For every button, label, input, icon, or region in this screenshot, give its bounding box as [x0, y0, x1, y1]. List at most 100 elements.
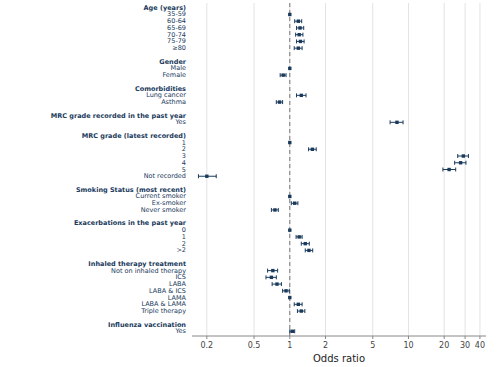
point	[297, 33, 300, 36]
grid-line	[289, 3, 290, 336]
error-cap	[271, 208, 272, 212]
error-cap	[301, 242, 302, 246]
point	[298, 26, 301, 29]
error-cap	[198, 174, 199, 178]
x-tick-label: 10	[403, 341, 413, 350]
point	[284, 289, 287, 292]
grid-line	[325, 3, 326, 336]
error-cap	[277, 269, 278, 273]
x-tick-label: 5	[370, 341, 375, 350]
row-label: Never smoker	[141, 206, 187, 214]
point	[288, 13, 291, 16]
point	[288, 228, 291, 231]
point	[273, 208, 276, 211]
error-cap	[291, 201, 292, 205]
error-cap	[305, 248, 306, 252]
error-cap	[390, 120, 391, 124]
error-cap	[296, 26, 297, 30]
error-cap	[276, 100, 277, 104]
grid-line	[479, 3, 480, 336]
error-cap	[276, 275, 277, 279]
point	[297, 46, 300, 49]
point	[288, 296, 291, 299]
error-cap	[294, 329, 295, 333]
point	[275, 282, 278, 285]
error-cap	[265, 275, 266, 279]
grid-line	[372, 3, 373, 336]
reference-line	[289, 3, 290, 336]
error-cap	[304, 39, 305, 43]
x-tick	[444, 336, 445, 339]
row-label: Triple therapy	[140, 307, 186, 315]
x-tick-label: 0.5	[248, 341, 261, 350]
point	[291, 330, 294, 333]
error-cap	[216, 174, 217, 178]
point	[297, 235, 300, 238]
error-cap	[294, 302, 295, 306]
forest-chart: 0.20.512510203040Odds ratioAge (years)35…	[0, 0, 500, 367]
point	[288, 67, 291, 70]
x-tick-label: 30	[460, 341, 470, 350]
grid-line	[254, 3, 255, 336]
grid-line	[206, 3, 207, 336]
grid-line	[408, 3, 409, 336]
error-cap	[442, 168, 443, 172]
x-tick-label: 0.2	[200, 341, 213, 350]
error-cap	[455, 168, 456, 172]
x-axis-label: Odds ratio	[313, 353, 365, 364]
point	[281, 73, 284, 76]
x-tick-label: 2	[323, 341, 328, 350]
error-cap	[289, 329, 290, 333]
error-cap	[281, 282, 282, 286]
point	[299, 40, 302, 43]
point	[395, 121, 398, 124]
error-cap	[278, 208, 279, 212]
point	[307, 249, 310, 252]
x-tick	[206, 336, 207, 339]
x-tick-label: 20	[439, 341, 449, 350]
error-cap	[304, 309, 305, 313]
row-label: Yes	[175, 327, 187, 335]
error-cap	[296, 93, 297, 97]
x-tick	[465, 336, 466, 339]
error-cap	[297, 201, 298, 205]
point	[278, 100, 281, 103]
point	[288, 141, 291, 144]
error-cap	[302, 235, 303, 239]
point	[205, 175, 208, 178]
point	[447, 168, 450, 171]
error-cap	[468, 154, 469, 158]
x-tick	[325, 336, 326, 339]
error-cap	[302, 46, 303, 50]
marks	[198, 13, 468, 334]
point	[288, 195, 291, 198]
row-label: ≥80	[172, 44, 186, 52]
point	[311, 148, 314, 151]
point	[300, 94, 303, 97]
grid-line	[465, 3, 466, 336]
error-cap	[465, 161, 466, 165]
point	[304, 242, 307, 245]
point	[271, 269, 274, 272]
error-cap	[309, 242, 310, 246]
error-cap	[403, 120, 404, 124]
point	[293, 202, 296, 205]
row-label: Asthma	[161, 98, 186, 106]
error-cap	[303, 26, 304, 30]
error-cap	[302, 302, 303, 306]
error-cap	[302, 33, 303, 37]
x-tick	[408, 336, 409, 339]
point	[462, 154, 465, 157]
x-tick	[289, 336, 290, 339]
x-ticks: 0.20.512510203040	[200, 336, 485, 350]
error-cap	[297, 309, 298, 313]
error-cap	[308, 147, 309, 151]
point	[297, 20, 300, 23]
x-tick-label: 40	[475, 341, 485, 350]
error-cap	[286, 73, 287, 77]
error-cap	[316, 147, 317, 151]
error-cap	[295, 33, 296, 37]
error-cap	[280, 73, 281, 77]
point	[270, 276, 273, 279]
row-label: Yes	[175, 118, 187, 126]
